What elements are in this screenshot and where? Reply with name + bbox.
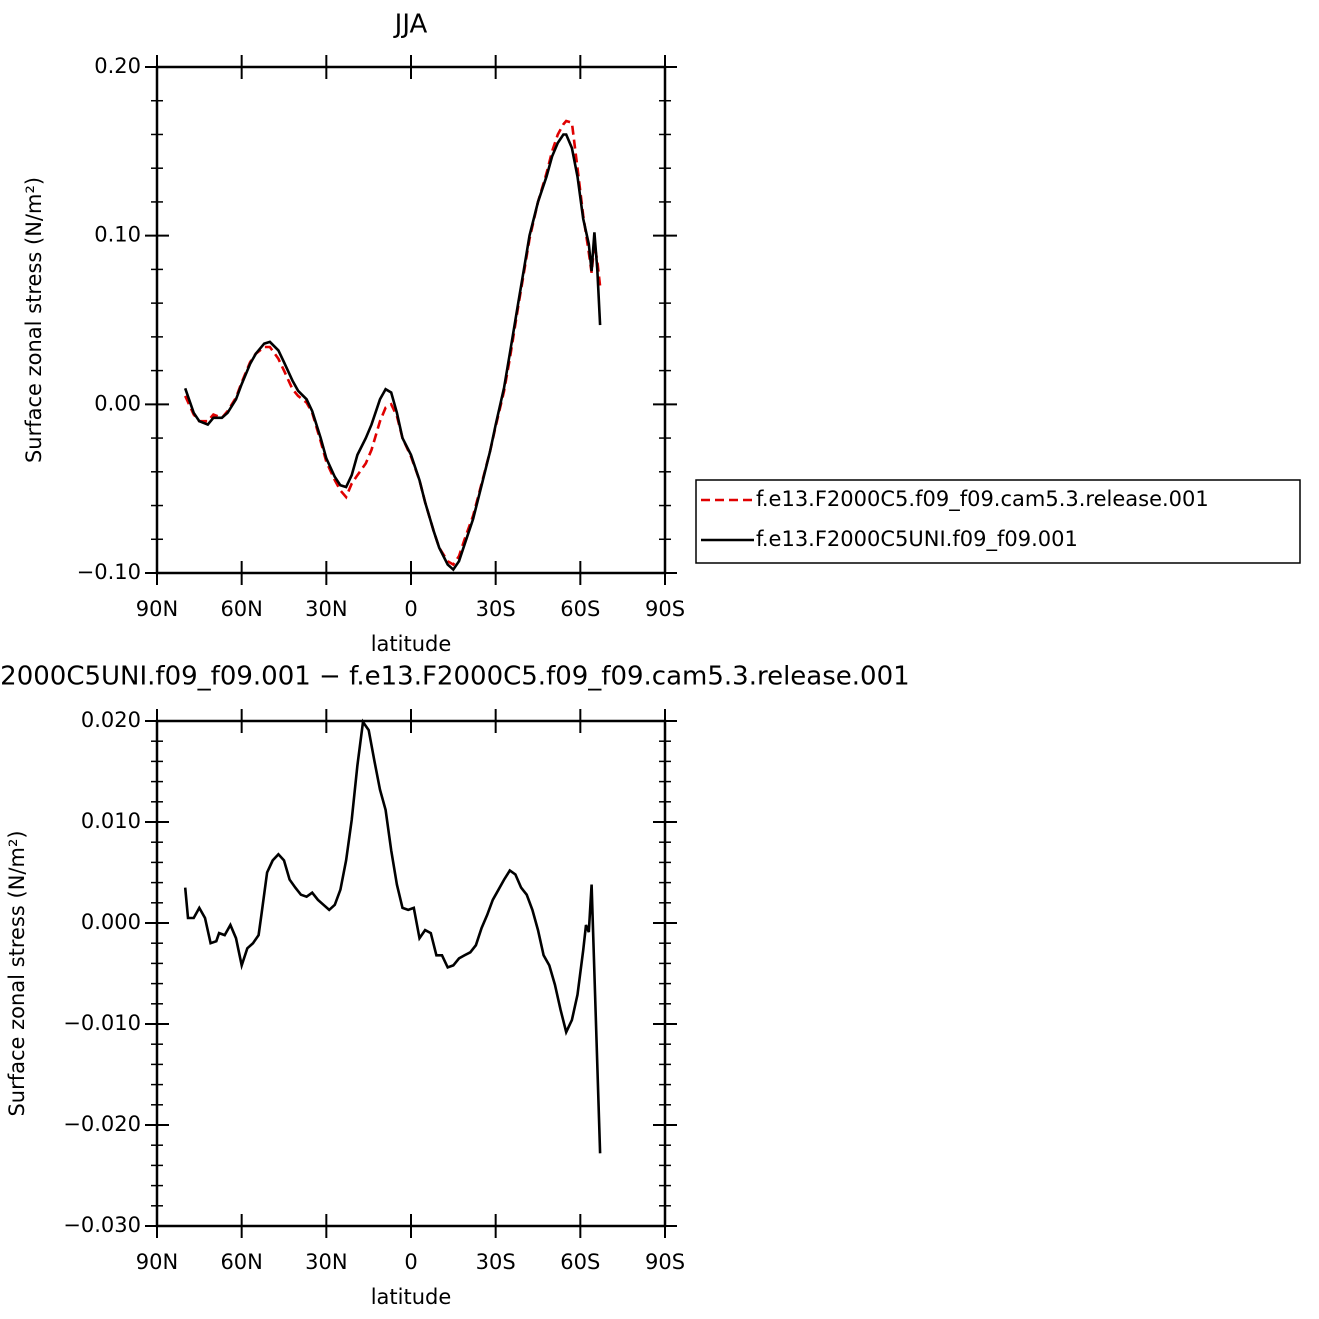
x-tick-label: 30N <box>305 597 347 621</box>
x-tick-label: 60N <box>220 597 262 621</box>
x-tick-label: 30N <box>305 1250 347 1274</box>
plot-frame <box>155 719 667 1228</box>
y-tick-label: 0.00 <box>94 391 141 415</box>
x-tick-label: 90N <box>136 1250 178 1274</box>
y-axis-label: Surface zonal stress (N/m²) <box>22 177 46 463</box>
y-tick-label: −0.10 <box>77 560 141 584</box>
plot-frame <box>155 65 667 575</box>
x-tick-label: 90S <box>645 597 685 621</box>
x-axis-label: latitude <box>371 1285 452 1309</box>
y-tick-label: −0.020 <box>63 1112 141 1136</box>
legend-label: f.e13.F2000C5.f09_f09.cam5.3.release.001 <box>756 487 1209 512</box>
x-tick-label: 60S <box>560 1250 600 1274</box>
x-tick-label: 30S <box>476 1250 516 1274</box>
data-line <box>184 119 602 567</box>
y-tick-label: −0.030 <box>63 1213 141 1237</box>
x-axis-label: latitude <box>371 632 452 656</box>
x-tick-label: 0 <box>404 597 417 621</box>
y-tick-label: −0.010 <box>63 1011 141 1035</box>
y-axis-label: Surface zonal stress (N/m²) <box>5 830 29 1116</box>
chart-title: f.e13.F2000C5UNI.f09_f09.001 − f.e13.F20… <box>0 662 910 692</box>
x-tick-label: 30S <box>476 597 516 621</box>
y-tick-label: 0.20 <box>94 54 141 78</box>
y-tick-label: 0.020 <box>81 708 141 732</box>
x-tick-label: 90S <box>645 1250 685 1274</box>
y-tick-label: 0.010 <box>81 809 141 833</box>
data-line <box>183 718 602 1154</box>
x-tick-label: 60S <box>560 597 600 621</box>
x-tick-label: 60N <box>220 1250 262 1274</box>
chart-title: JJA <box>393 10 428 40</box>
x-tick-label: 90N <box>136 597 178 621</box>
data-line <box>183 133 602 572</box>
x-tick-label: 0 <box>404 1250 417 1274</box>
legend-box <box>695 479 1301 564</box>
y-tick-label: 0.10 <box>94 223 141 247</box>
legend-label: f.e13.F2000C5UNI.f09_f09.001 <box>756 527 1078 552</box>
y-tick-label: 0.000 <box>81 910 141 934</box>
